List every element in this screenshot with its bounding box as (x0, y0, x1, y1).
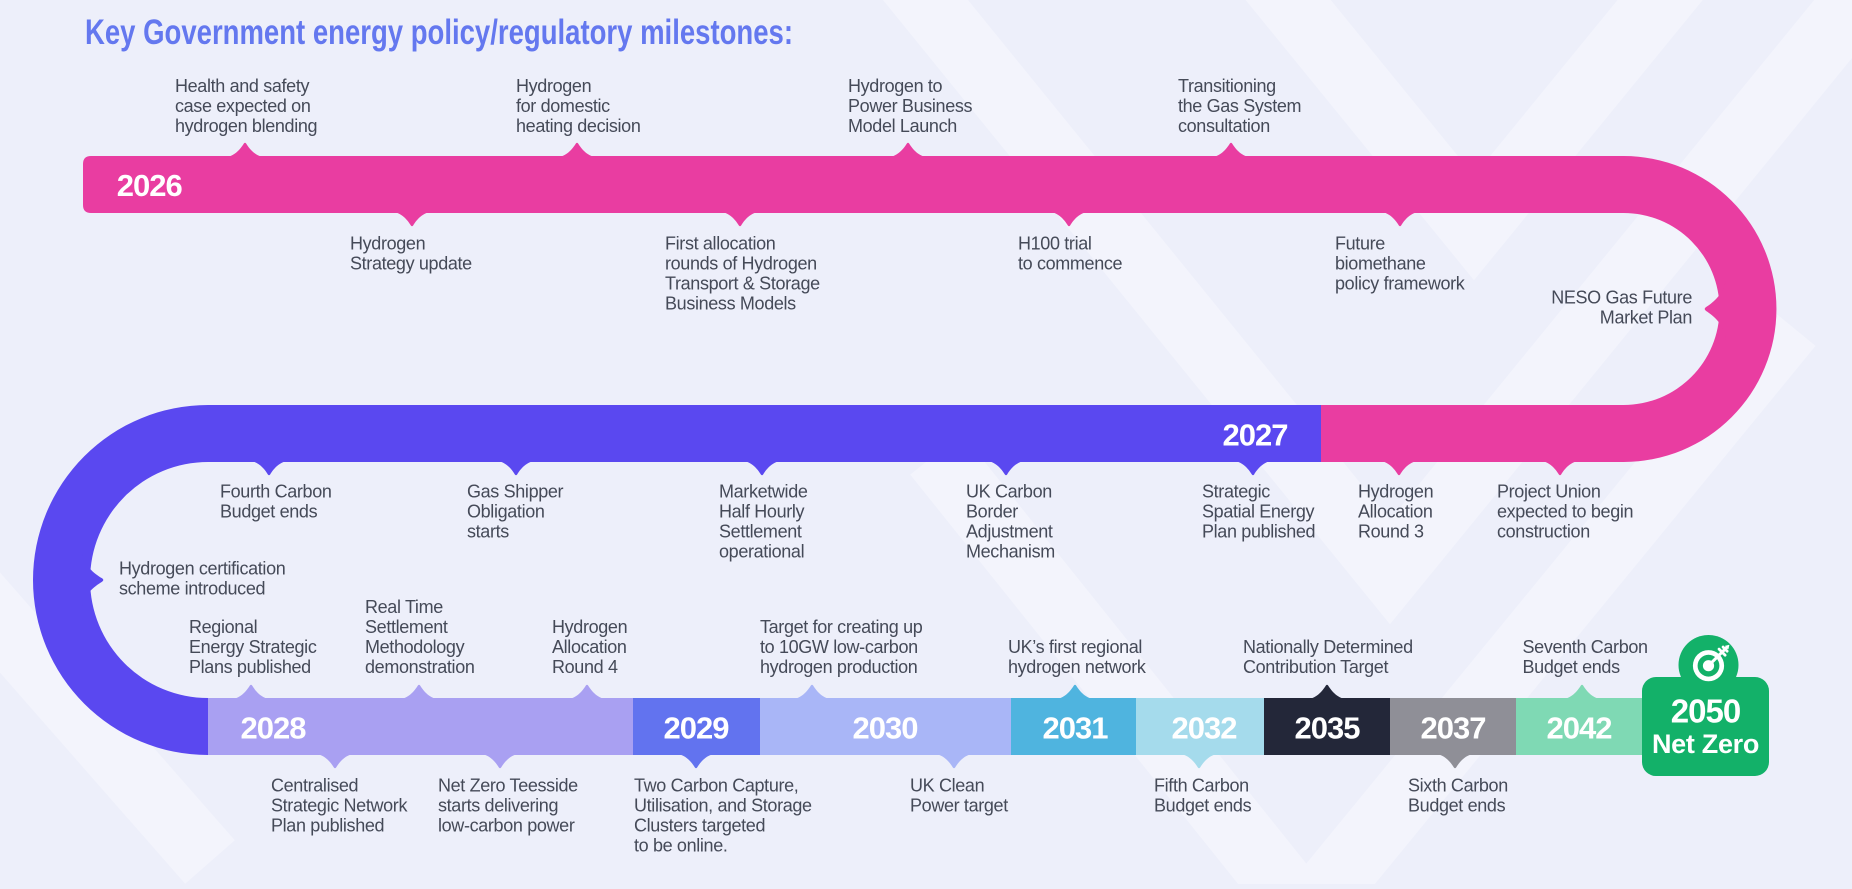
svg-text:operational: operational (719, 542, 804, 562)
svg-text:Energy Strategic: Energy Strategic (189, 637, 317, 657)
svg-text:Round 4: Round 4 (552, 657, 618, 677)
svg-text:Mechanism: Mechanism (966, 542, 1055, 562)
svg-text:Spatial Energy: Spatial Energy (1202, 502, 1315, 522)
svg-text:Project Union: Project Union (1497, 482, 1601, 502)
svg-text:Adjustment: Adjustment (966, 522, 1053, 542)
svg-text:Seventh Carbon: Seventh Carbon (1523, 637, 1648, 657)
svg-text:Hydrogen to: Hydrogen to (848, 76, 943, 96)
svg-text:Hydrogen: Hydrogen (552, 617, 627, 637)
svg-text:to be online.: to be online. (634, 836, 728, 856)
svg-text:Strategic: Strategic (1202, 482, 1270, 502)
svg-text:Marketwide: Marketwide (719, 482, 808, 502)
svg-text:case expected on: case expected on (175, 96, 311, 116)
svg-text:Future: Future (1335, 234, 1385, 254)
svg-text:consultation: consultation (1178, 116, 1270, 136)
svg-text:heating decision: heating decision (516, 116, 641, 136)
svg-text:hydrogen network: hydrogen network (1008, 657, 1147, 677)
svg-text:Transport & Storage: Transport & Storage (665, 274, 820, 294)
svg-text:Methodology: Methodology (365, 637, 465, 657)
svg-text:Transitioning: Transitioning (1178, 76, 1276, 96)
svg-text:Allocation: Allocation (552, 637, 627, 657)
svg-text:for domestic: for domestic (516, 96, 610, 116)
svg-text:Health and safety: Health and safety (175, 76, 309, 96)
svg-text:UK’s first regional: UK’s first regional (1008, 637, 1142, 657)
svg-text:2031: 2031 (1043, 711, 1109, 746)
svg-text:Sixth Carbon: Sixth Carbon (1408, 776, 1508, 796)
svg-text:to 10GW low-carbon: to 10GW low-carbon (760, 637, 918, 657)
svg-text:Allocation: Allocation (1358, 502, 1433, 522)
svg-text:Centralised: Centralised (271, 776, 358, 796)
svg-text:2029: 2029 (664, 711, 730, 746)
svg-text:2050: 2050 (1671, 693, 1740, 730)
svg-text:Regional: Regional (189, 617, 257, 637)
svg-text:Plan published: Plan published (271, 816, 384, 836)
svg-text:2026: 2026 (117, 168, 183, 203)
svg-text:Strategy update: Strategy update (350, 254, 472, 274)
svg-text:Power target: Power target (910, 796, 1008, 816)
svg-text:hydrogen production: hydrogen production (760, 657, 917, 677)
svg-text:Net Zero Teesside: Net Zero Teesside (438, 776, 578, 796)
svg-text:Budget ends: Budget ends (1154, 796, 1252, 816)
svg-text:rounds of Hydrogen: rounds of Hydrogen (665, 254, 817, 274)
svg-text:Border: Border (966, 502, 1018, 522)
svg-text:biomethane: biomethane (1335, 254, 1426, 274)
svg-text:construction: construction (1497, 522, 1590, 542)
svg-text:Plan published: Plan published (1202, 522, 1315, 542)
svg-text:Hydrogen: Hydrogen (350, 234, 425, 254)
svg-text:Budget ends: Budget ends (1408, 796, 1506, 816)
svg-text:Budget ends: Budget ends (1523, 657, 1621, 677)
svg-text:Round 3: Round 3 (1358, 522, 1424, 542)
svg-text:to commence: to commence (1018, 254, 1123, 274)
svg-text:Half Hourly: Half Hourly (719, 502, 805, 522)
svg-text:Hydrogen certification: Hydrogen certification (119, 559, 285, 579)
svg-text:Plans published: Plans published (189, 657, 311, 677)
svg-text:Obligation: Obligation (467, 502, 545, 522)
svg-text:Hydrogen: Hydrogen (516, 76, 591, 96)
svg-text:Settlement: Settlement (365, 617, 448, 637)
svg-text:hydrogen blending: hydrogen blending (175, 116, 317, 136)
svg-text:expected to begin: expected to begin (1497, 502, 1633, 522)
svg-text:Utilisation, and Storage: Utilisation, and Storage (634, 796, 812, 816)
svg-text:H100 trial: H100 trial (1018, 234, 1092, 254)
svg-text:2028: 2028 (241, 711, 307, 746)
svg-text:Net Zero: Net Zero (1652, 729, 1759, 759)
svg-text:NESO Gas Future: NESO Gas Future (1551, 288, 1692, 308)
svg-text:starts delivering: starts delivering (438, 796, 558, 816)
svg-text:low-carbon power: low-carbon power (438, 816, 575, 836)
svg-text:Target for creating up: Target for creating up (760, 617, 923, 637)
svg-text:2042: 2042 (1547, 711, 1612, 746)
svg-text:demonstration: demonstration (365, 657, 475, 677)
svg-text:policy framework: policy framework (1335, 274, 1466, 294)
svg-text:scheme introduced: scheme introduced (119, 579, 265, 599)
svg-text:2037: 2037 (1421, 711, 1486, 746)
svg-text:Clusters targeted: Clusters targeted (634, 816, 765, 836)
svg-text:Two Carbon Capture,: Two Carbon Capture, (634, 776, 798, 796)
svg-text:Power Business: Power Business (848, 96, 973, 116)
svg-text:Hydrogen: Hydrogen (1358, 482, 1433, 502)
svg-text:Settlement: Settlement (719, 522, 802, 542)
svg-text:Real Time: Real Time (365, 597, 443, 617)
svg-text:UK Clean: UK Clean (910, 776, 984, 796)
svg-text:UK Carbon: UK Carbon (966, 482, 1052, 502)
svg-text:Fifth Carbon: Fifth Carbon (1154, 776, 1249, 796)
svg-text:the Gas System: the Gas System (1178, 96, 1301, 116)
svg-text:2030: 2030 (853, 711, 918, 746)
svg-text:Contribution Target: Contribution Target (1243, 657, 1388, 677)
svg-text:starts: starts (467, 522, 509, 542)
svg-text:Model Launch: Model Launch (848, 116, 957, 136)
svg-text:First allocation: First allocation (665, 234, 775, 254)
svg-text:2032: 2032 (1172, 711, 1237, 746)
svg-text:2027: 2027 (1223, 418, 1288, 453)
svg-text:Business Models: Business Models (665, 294, 796, 314)
svg-text:Strategic Network: Strategic Network (271, 796, 408, 816)
svg-text:Fourth Carbon: Fourth Carbon (220, 482, 332, 502)
svg-text:2035: 2035 (1295, 711, 1361, 746)
svg-text:Key Government energy policy/r: Key Government energy policy/regulatory … (85, 13, 793, 52)
svg-text:Gas Shipper: Gas Shipper (467, 482, 564, 502)
svg-text:Nationally Determined: Nationally Determined (1243, 637, 1413, 657)
svg-text:Budget ends: Budget ends (220, 502, 318, 522)
svg-text:Market Plan: Market Plan (1600, 308, 1692, 328)
